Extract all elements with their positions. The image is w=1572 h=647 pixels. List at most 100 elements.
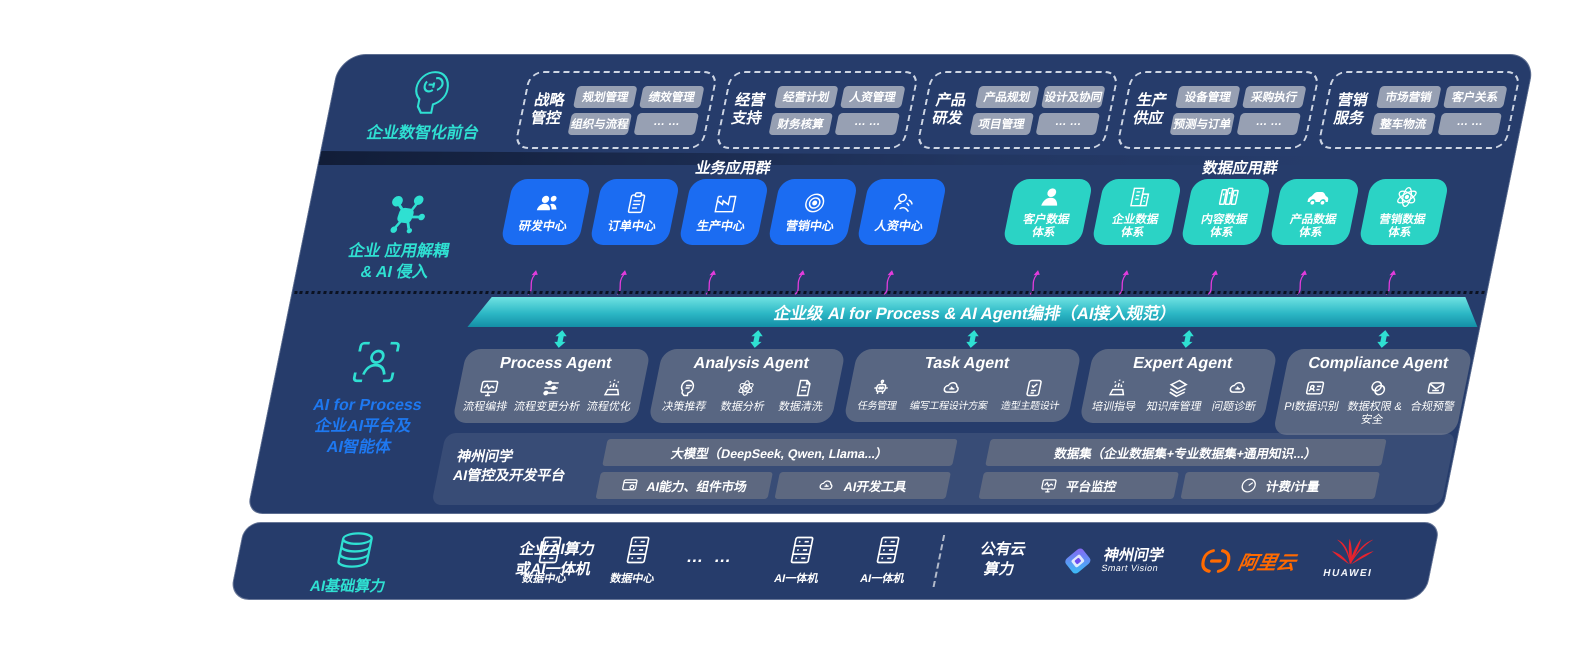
tile-label: 订单中心 bbox=[606, 219, 658, 234]
chip[interactable]: 项目管理 bbox=[969, 112, 1035, 135]
ai-platform-label-line2: 企业AI平台及 bbox=[313, 417, 413, 435]
front-stage-label: 企业数智化前台 bbox=[365, 125, 481, 142]
tile-customer-data[interactable]: 客户数据体系 bbox=[1002, 179, 1094, 245]
spark-icon bbox=[601, 378, 625, 398]
agent-item[interactable]: 问题诊断 bbox=[1211, 378, 1262, 414]
chip[interactable]: 设备管理 bbox=[1175, 85, 1241, 108]
agent-item[interactable]: 合规预警 bbox=[1409, 378, 1460, 414]
cloud-tools-icon bbox=[816, 477, 836, 494]
vendor-name: 阿里云 bbox=[1236, 552, 1298, 574]
building-icon bbox=[1124, 184, 1155, 210]
agent-box-process[interactable]: Process Agent 流程编排 流程变更分析 流程优化 bbox=[451, 349, 651, 423]
agent-item[interactable]: 流程优化 bbox=[585, 378, 636, 414]
tile-product-data[interactable]: 产品数据体系 bbox=[1269, 179, 1361, 245]
chip[interactable]: 人资管理 bbox=[840, 85, 906, 108]
node-ai-appliance-1[interactable]: AI一体机 bbox=[753, 534, 848, 586]
agent-item[interactable]: 流程变更分析 bbox=[513, 378, 586, 414]
agent-process: Process Agent 流程编排 流程变更分析 流程优化 bbox=[449, 329, 654, 435]
ai-dev-tools-cell[interactable]: AI开发工具 bbox=[773, 472, 951, 499]
agent-title: Analysis Agent bbox=[692, 355, 811, 372]
chip[interactable]: 产品规划 bbox=[974, 85, 1040, 108]
agent-box-task[interactable]: Task Agent 任务管理 编写工程设计方案 造型主题设计 bbox=[843, 349, 1082, 422]
tile-content-data[interactable]: 内容数据体系 bbox=[1180, 179, 1272, 245]
tile-order-center[interactable]: 订单中心 bbox=[589, 179, 681, 245]
chip[interactable]: 预测与订单 bbox=[1170, 112, 1235, 135]
diagram-scene: 企业数智化前台 战略管控 规划管理 绩效管理 组织与流程 … … 经营支持 经营… bbox=[228, 54, 1536, 600]
vendor-name: 神州问学 bbox=[1102, 547, 1166, 565]
window-gear-icon bbox=[619, 477, 639, 494]
platform-model-group: 大模型（DeepSeek, Qwen, Llama...） AI能力、组件市场 … bbox=[595, 439, 958, 499]
agent-item[interactable]: 造型主题设计 bbox=[1000, 378, 1065, 413]
atom-icon bbox=[1391, 184, 1422, 210]
compute-label-group: AI基础算力 bbox=[271, 531, 434, 596]
layers-icon bbox=[1166, 378, 1190, 398]
chip[interactable]: … … bbox=[1437, 112, 1503, 135]
head-chat-icon bbox=[676, 378, 700, 398]
node-datacenter-1[interactable]: 数据中心 bbox=[501, 534, 596, 586]
dotted-divider bbox=[294, 291, 1485, 294]
chip[interactable]: … … bbox=[1035, 112, 1101, 135]
data-tiles: 客户数据体系 企业数据体系 内容数据体系 产品数据体系 bbox=[1002, 179, 1450, 245]
tile-production-center[interactable]: 生产中心 bbox=[678, 179, 770, 245]
chip[interactable]: 客户关系 bbox=[1442, 85, 1508, 108]
agent-item[interactable]: 流程编排 bbox=[462, 378, 513, 414]
alicloud-bracket-icon bbox=[1197, 547, 1235, 575]
grid-bot-icon bbox=[869, 378, 893, 398]
updown-arrow-icon bbox=[1374, 329, 1393, 349]
compute-panel: AI基础算力 企业AI算力 或AI一体机 数据中心 数据中心 … … AI一体机 bbox=[228, 522, 1441, 600]
agent-item[interactable]: 数据分析 bbox=[719, 378, 770, 414]
agent-item[interactable]: 培训指导 bbox=[1091, 378, 1142, 414]
tile-rd-center[interactable]: 研发中心 bbox=[500, 179, 592, 245]
chip[interactable]: … … bbox=[834, 112, 900, 135]
agent-item[interactable]: 任务管理 bbox=[856, 378, 902, 413]
target-icon bbox=[799, 190, 830, 216]
tile-marketing-data[interactable]: 营销数据体系 bbox=[1358, 179, 1450, 245]
agent-box-expert[interactable]: Expert Agent 培训指导 知识库管理 问题诊断 bbox=[1078, 349, 1278, 423]
main-panel: 企业数智化前台 战略管控 规划管理 绩效管理 组织与流程 … … 经营支持 经营… bbox=[246, 54, 1536, 514]
agents-row: Process Agent 流程编排 流程变更分析 流程优化 Analysis … bbox=[449, 329, 1477, 436]
scan-person-icon bbox=[349, 339, 404, 385]
node-ai-appliance-2[interactable]: AI一体机 bbox=[839, 534, 934, 586]
tile-label: 生产中心 bbox=[695, 219, 747, 234]
atom-icon bbox=[734, 378, 758, 398]
agent-analysis: Analysis Agent 决策推荐 数据分析 数据清洗 bbox=[645, 329, 850, 435]
agent-item[interactable]: 数据清洗 bbox=[777, 378, 828, 414]
chip[interactable]: 经营计划 bbox=[773, 85, 839, 108]
agent-item[interactable]: 决策推荐 bbox=[661, 378, 712, 414]
dataset-bar[interactable]: 数据集（企业数据集+专业数据集+通用知识...） bbox=[985, 439, 1387, 466]
chip[interactable]: … … bbox=[1236, 112, 1302, 135]
chip[interactable]: 采购执行 bbox=[1241, 85, 1307, 108]
vendor-line1: 神州问学 bbox=[455, 448, 515, 464]
chip[interactable]: 整车物流 bbox=[1370, 112, 1436, 135]
chip[interactable]: … … bbox=[634, 112, 699, 135]
chip[interactable]: 市场营销 bbox=[1376, 85, 1442, 108]
agent-item[interactable]: 知识库管理 bbox=[1145, 378, 1207, 414]
agent-box-analysis[interactable]: Analysis Agent 决策推荐 数据分析 数据清洗 bbox=[647, 349, 847, 423]
platform-monitor-cell[interactable]: 平台监控 bbox=[978, 472, 1179, 499]
chip[interactable]: 财务核算 bbox=[768, 112, 834, 135]
billing-metering-cell[interactable]: 计费/计量 bbox=[1179, 472, 1380, 499]
model-bar[interactable]: 大模型（DeepSeek, Qwen, Llama...） bbox=[602, 439, 958, 466]
chip[interactable]: 绩效管理 bbox=[639, 85, 705, 108]
rings-icon bbox=[1366, 378, 1390, 398]
decouple-label-line2: & AI 侵入 bbox=[358, 263, 431, 281]
agent-box-compliance[interactable]: Compliance Agent PI数据识别 数据权限 & 安全 合规预警 bbox=[1271, 349, 1474, 436]
tile-enterprise-data[interactable]: 企业数据体系 bbox=[1091, 179, 1183, 245]
agent-compliance: Compliance Agent PI数据识别 数据权限 & 安全 合规预警 bbox=[1271, 329, 1477, 436]
node-datacenter-2[interactable]: 数据中心 bbox=[589, 534, 684, 586]
spark-icon bbox=[1106, 378, 1130, 398]
chip[interactable]: 组织与流程 bbox=[567, 112, 633, 135]
tile-marketing-center[interactable]: 营销中心 bbox=[767, 179, 859, 245]
agent-item[interactable]: 编写工程设计方案 bbox=[909, 378, 994, 413]
agent-item[interactable]: PI数据识别 bbox=[1283, 378, 1345, 414]
agent-item[interactable]: 数据权限 & 安全 bbox=[1339, 378, 1413, 426]
tile-label: 内容数据体系 bbox=[1200, 213, 1249, 239]
molecule-icon bbox=[381, 195, 432, 237]
mail-icon bbox=[1424, 378, 1448, 398]
agent-title: Compliance Agent bbox=[1306, 355, 1450, 372]
chip[interactable]: 规划管理 bbox=[573, 85, 638, 108]
chip[interactable]: 设计及协同 bbox=[1041, 85, 1106, 108]
tile-hr-center[interactable]: 人资中心 bbox=[856, 179, 948, 245]
ai-capability-market-cell[interactable]: AI能力、组件市场 bbox=[595, 472, 773, 499]
